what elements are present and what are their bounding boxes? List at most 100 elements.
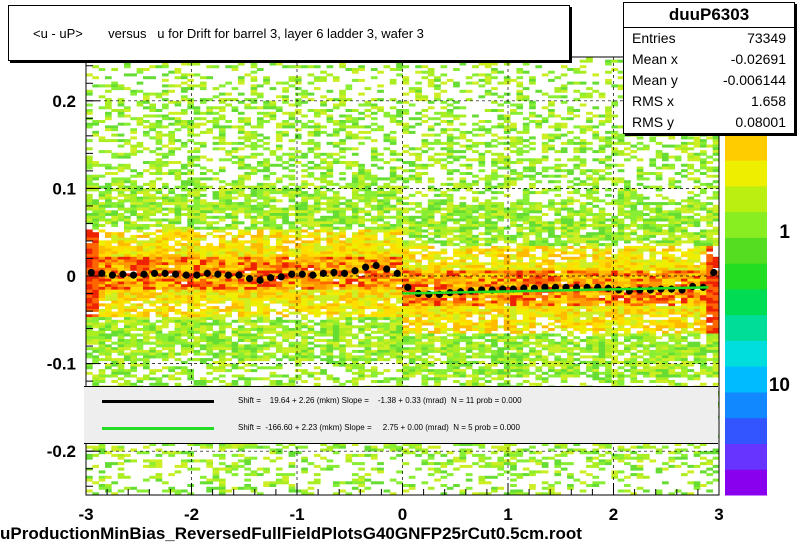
heatmap-cell	[117, 144, 125, 148]
heatmap-cell	[332, 330, 340, 334]
heatmap-cell	[415, 314, 422, 318]
heatmap-cell	[415, 369, 422, 373]
heatmap-cell	[143, 133, 150, 137]
heatmap-cell	[313, 311, 321, 315]
heatmap-cell	[162, 232, 169, 236]
heatmap-cell	[402, 374, 410, 378]
heatmap-cell	[320, 369, 327, 373]
heatmap-cell	[199, 210, 207, 214]
heatmap-cell	[155, 224, 163, 227]
heatmap-cell	[389, 270, 397, 274]
heatmap-cell	[415, 297, 422, 301]
heatmap-cell	[427, 245, 435, 249]
heatmap-cell	[199, 459, 207, 463]
heatmap-cell	[174, 308, 182, 312]
heatmap-cell	[282, 133, 289, 137]
heatmap-cell	[98, 84, 106, 88]
heatmap-cell	[256, 207, 264, 211]
heatmap-cell	[301, 204, 308, 208]
heatmap-cell	[124, 196, 131, 200]
heatmap-cell	[402, 443, 410, 446]
heatmap-cell	[320, 358, 327, 362]
heatmap-cell	[307, 374, 315, 378]
heatmap-cell	[244, 380, 251, 383]
heatmap-cell	[111, 284, 118, 288]
heatmap-cell	[301, 339, 308, 342]
heatmap-cell	[155, 314, 163, 318]
heatmap-cell	[402, 210, 410, 214]
heatmap-cell	[199, 254, 207, 258]
heatmap-cell	[187, 295, 194, 299]
heatmap-cell	[332, 481, 340, 485]
heatmap-cell	[263, 237, 270, 241]
heatmap-cell	[421, 207, 429, 211]
heatmap-cell	[389, 311, 397, 315]
heatmap-cell	[421, 163, 429, 167]
heatmap-cell	[180, 292, 188, 296]
heatmap-cell	[244, 177, 251, 181]
heatmap-cell	[427, 215, 435, 219]
heatmap-cell	[339, 122, 346, 126]
heatmap-cell	[86, 122, 93, 126]
heatmap-cell	[389, 248, 397, 252]
heatmap-cell	[212, 278, 220, 282]
heatmap-cell	[332, 284, 340, 288]
heatmap-cell	[199, 328, 207, 331]
heatmap-cell	[269, 344, 277, 348]
heatmap-cell	[244, 256, 251, 260]
heatmap-cell	[212, 319, 220, 323]
heatmap-cell	[282, 289, 289, 293]
heatmap-cell	[282, 286, 289, 290]
heatmap-cell	[389, 259, 397, 263]
heatmap-cell	[180, 196, 188, 200]
heatmap-cell	[358, 166, 365, 170]
heatmap-cell	[218, 273, 226, 277]
heatmap-cell	[389, 106, 397, 110]
heatmap-cell	[415, 286, 422, 290]
heatmap-cell	[218, 358, 226, 362]
heatmap-cell	[326, 319, 334, 323]
heatmap-cell	[187, 73, 194, 77]
heatmap-cell	[358, 169, 365, 173]
heatmap-cell	[117, 188, 125, 192]
heatmap-cell	[263, 245, 270, 249]
heatmap-cell	[288, 221, 296, 225]
heatmap-cell	[288, 333, 296, 337]
heatmap-cell	[111, 292, 118, 296]
heatmap-cell	[389, 265, 397, 268]
heatmap-cell	[370, 325, 378, 329]
heatmap-cell	[370, 150, 378, 154]
heatmap-cell	[339, 267, 346, 271]
heatmap-cell	[117, 377, 125, 381]
heatmap-cell	[206, 462, 213, 466]
heatmap-cell	[389, 177, 397, 181]
heatmap-cell	[98, 328, 106, 331]
heatmap-cell	[351, 325, 359, 329]
heatmap-cell	[307, 297, 315, 301]
heatmap-cell	[339, 226, 346, 230]
heatmap-cell	[294, 109, 302, 112]
heatmap-cell	[415, 363, 422, 367]
heatmap-cell	[326, 182, 334, 186]
heatmap-cell	[434, 232, 441, 236]
heatmap-cell	[345, 358, 353, 362]
heatmap-cell	[237, 243, 245, 247]
heatmap-cell	[313, 297, 321, 301]
heatmap-cell	[396, 73, 403, 77]
heatmap-cell	[180, 237, 188, 241]
heatmap-cell	[212, 122, 220, 126]
heatmap-cell	[155, 207, 163, 211]
heatmap-cell	[105, 374, 112, 378]
heatmap-cell	[111, 295, 118, 299]
heatmap-cell	[256, 349, 264, 353]
heatmap-cell	[364, 352, 372, 356]
heatmap-cell	[294, 254, 302, 258]
heatmap-cell	[237, 270, 245, 274]
heatmap-cell	[225, 207, 232, 211]
heatmap-cell	[313, 295, 321, 299]
heatmap-cell	[320, 303, 327, 307]
heatmap-cell	[339, 256, 346, 260]
heatmap-cell	[339, 358, 346, 362]
heatmap-cell	[427, 251, 435, 255]
heatmap-cell	[269, 62, 277, 66]
